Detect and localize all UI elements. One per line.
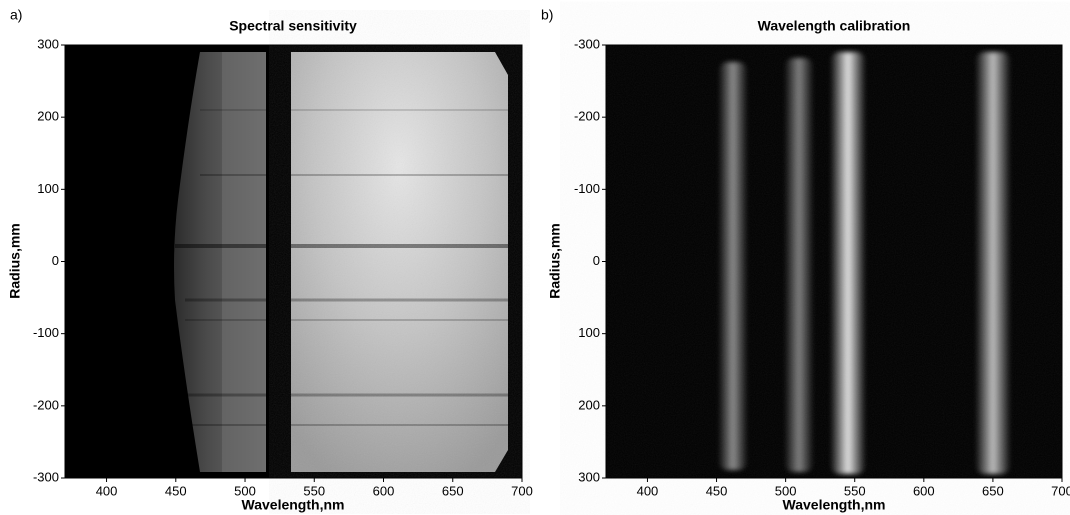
y-tick-label: 100 bbox=[578, 325, 600, 340]
x-tick-label: 400 bbox=[96, 483, 118, 498]
x-axis-label: Wavelength,nm bbox=[242, 497, 345, 513]
y-tick-label: -100 bbox=[33, 325, 59, 340]
panel-label: b) bbox=[541, 7, 553, 23]
y-tick-label: 0 bbox=[593, 253, 600, 268]
y-tick-label: -300 bbox=[33, 469, 59, 484]
y-tick-label: 0 bbox=[52, 253, 59, 268]
x-tick-label: 700 bbox=[1051, 483, 1070, 498]
y-tick-label: -300 bbox=[574, 36, 600, 51]
x-tick-label: 550 bbox=[844, 483, 866, 498]
x-tick-label: 650 bbox=[982, 483, 1004, 498]
x-axis-label: Wavelength,nm bbox=[783, 497, 886, 513]
x-tick-label: 400 bbox=[637, 483, 659, 498]
y-tick-label: 100 bbox=[37, 181, 59, 196]
x-tick-label: 450 bbox=[706, 483, 728, 498]
y-tick-label: -200 bbox=[574, 109, 600, 124]
x-tick-label: 700 bbox=[511, 483, 533, 498]
y-tick-label: -200 bbox=[33, 397, 59, 412]
x-tick-label: 500 bbox=[775, 483, 797, 498]
image-b bbox=[606, 45, 1062, 478]
y-tick-label: 300 bbox=[578, 469, 600, 484]
y-tick-label: 300 bbox=[37, 36, 59, 51]
y-tick-label: 200 bbox=[578, 397, 600, 412]
chart-title: Wavelength calibration bbox=[758, 18, 911, 34]
panel-label: a) bbox=[10, 7, 22, 23]
x-tick-label: 650 bbox=[442, 483, 464, 498]
y-tick-label: 200 bbox=[37, 109, 59, 124]
y-axis-label: Radius,mm bbox=[547, 223, 563, 298]
y-tick-label: -100 bbox=[574, 181, 600, 196]
x-tick-label: 600 bbox=[373, 483, 395, 498]
chart-title: Spectral sensitivity bbox=[229, 18, 357, 34]
y-axis-label: Radius,mm bbox=[7, 223, 23, 298]
x-tick-label: 600 bbox=[913, 483, 935, 498]
image-a bbox=[65, 45, 522, 478]
x-tick-label: 450 bbox=[165, 483, 187, 498]
x-tick-label: 550 bbox=[303, 483, 325, 498]
x-tick-label: 500 bbox=[234, 483, 256, 498]
